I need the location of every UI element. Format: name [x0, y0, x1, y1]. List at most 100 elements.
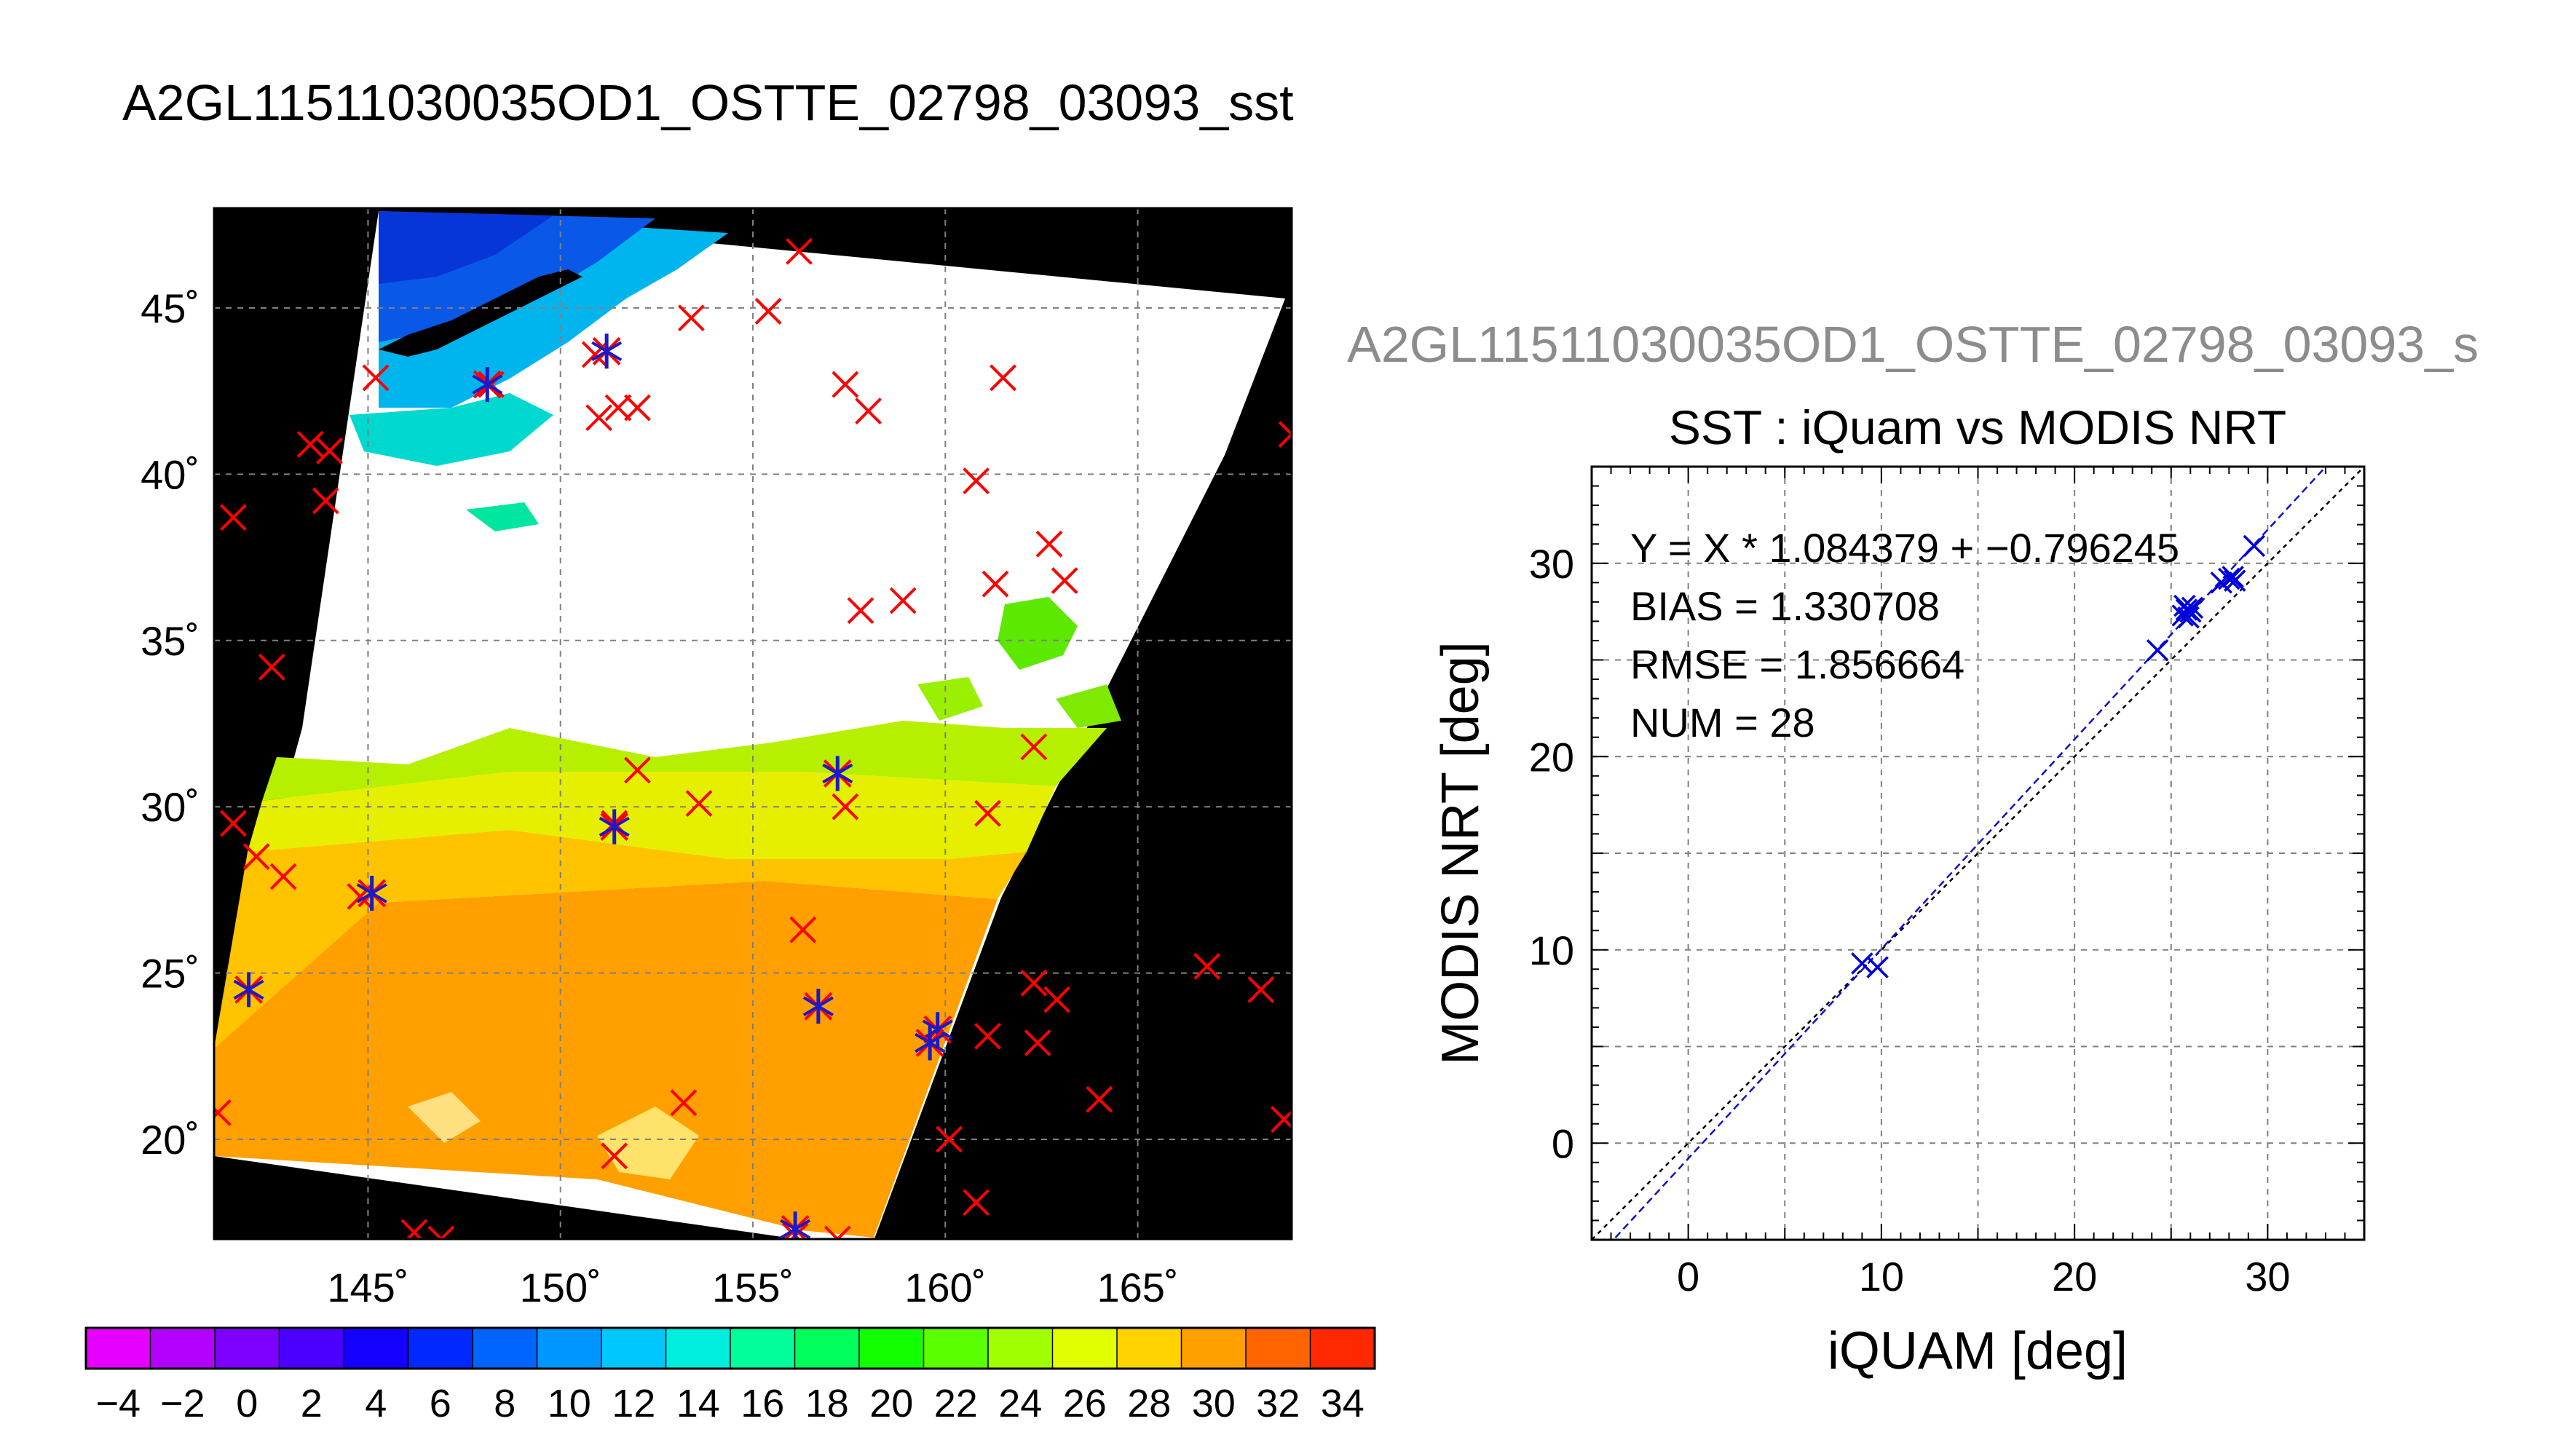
map-point-x: [1193, 953, 1221, 980]
colorbar-cell: [344, 1328, 408, 1369]
map-x-tick-label: 155˚: [712, 1265, 794, 1310]
map-point-x: [220, 504, 247, 531]
scatter-point: [1851, 952, 1873, 975]
bias-label: BIAS = 1.330708: [1630, 583, 1940, 629]
colorbar-cell: [408, 1328, 473, 1369]
scatter-x-tick-labels: 0 10 20 30: [1677, 1254, 2290, 1299]
map-point-x: [832, 371, 859, 398]
map-point-x: [624, 394, 651, 422]
colorbar-cell: [537, 1328, 602, 1369]
map-point-x: [400, 1219, 428, 1239]
map-point-asterisk: [591, 333, 623, 369]
colorbar-tick-label: 2: [301, 1382, 323, 1425]
map-point-x: [685, 790, 713, 818]
map-point-x: [1271, 1106, 1292, 1133]
map-point-x: [427, 1225, 455, 1239]
colorbar-tick-label: 10: [548, 1382, 591, 1425]
map-point-x: [1278, 421, 1292, 448]
map-point-x: [847, 597, 874, 625]
fit-line: [1612, 467, 2327, 1240]
colorbar-cells: [86, 1328, 1375, 1369]
colorbar-tick-label: 34: [1321, 1382, 1365, 1425]
map-x-tick-label: 145˚: [327, 1265, 408, 1310]
scatter-panel: A2GL11511030035OD1_OSTTE_02798_03093_s S…: [1347, 316, 2479, 1380]
map-point-x: [855, 397, 882, 425]
map-point-x: [585, 404, 612, 432]
colorbar-tick-label: −4: [95, 1382, 141, 1425]
colorbar-cell: [794, 1328, 860, 1369]
map-point-asterisk: [599, 809, 630, 844]
map-point-x: [1051, 567, 1078, 595]
map-point-x: [312, 487, 339, 515]
map-point-asterisk: [472, 367, 503, 403]
scatter-point: [2173, 594, 2196, 617]
map-point-x: [1020, 733, 1048, 761]
scatter-x-axis-label: iQUAM [deg]: [1828, 1322, 2128, 1380]
colorbar-cell: [601, 1328, 666, 1369]
scatter-grid: [1592, 467, 2364, 1240]
scatter-point: [2181, 596, 2204, 620]
colorbar-tick-label: 4: [365, 1382, 387, 1425]
scatter-y-axis-label: MODIS NRT [deg]: [1431, 641, 1490, 1065]
map-point-x: [214, 1099, 232, 1126]
map-point-asterisk: [233, 972, 264, 1008]
scatter-title: SST : iQuam vs MODIS NRT: [1669, 400, 2286, 454]
scatter-point: [2146, 638, 2169, 662]
map-swath: [214, 211, 1285, 1239]
colorbar-tick-label: 18: [805, 1382, 849, 1425]
scatter-y-tick-label: 0: [1552, 1120, 1574, 1166]
colorbar-cell: [859, 1328, 924, 1369]
map-y-tick-label: 40˚: [141, 451, 200, 497]
map-point-x: [624, 756, 651, 784]
colorbar-tick-label: 12: [612, 1382, 655, 1425]
colorbar-tick-labels: −4 −2 0 2 4 6 8 10 12 14 16 18 20 22 24 26 28 30 32 34: [95, 1382, 1364, 1425]
map-point-x: [601, 1142, 628, 1170]
map-point-x: [963, 467, 990, 494]
map-point-asterisk: [780, 1211, 811, 1239]
colorbar-tick-label: 8: [494, 1382, 516, 1425]
map-point-x: [786, 237, 813, 265]
colorbar-cell: [1246, 1328, 1311, 1369]
map-y-tick-label: 30˚: [141, 784, 200, 830]
scatter-figure-title: A2GL11511030035OD1_OSTTE_02798_03093_s: [1347, 316, 2479, 373]
map-point-x: [362, 364, 390, 392]
scatter-y-tick-label: 10: [1529, 927, 1574, 973]
colorbar-cell: [988, 1328, 1053, 1369]
colorbar: −4 −2 0 2 4 6 8 10 12 14 16 18 20 22 24 26 28 30 32 34: [84, 1326, 1376, 1425]
colorbar-tick-label: 26: [1063, 1382, 1107, 1425]
colorbar-cell: [923, 1328, 989, 1369]
map-panel: 145˚ 150˚ 155˚ 160˚ 165˚ 20˚ 25˚ 30˚ 35˚ 40˚ 45˚: [141, 207, 1293, 1310]
colorbar-tick-label: 24: [998, 1382, 1042, 1425]
scatter-point: [2243, 534, 2266, 558]
colorbar-tick-label: 32: [1256, 1382, 1300, 1425]
colorbar-frame: [84, 1326, 1376, 1370]
map-point-x: [258, 653, 285, 681]
map-point-x: [789, 916, 817, 943]
scatter-point: [1866, 956, 1889, 978]
map-point-asterisk: [915, 1025, 946, 1061]
scatter-point: [2224, 569, 2246, 592]
map-point-x: [824, 1225, 851, 1239]
map-grid: [214, 208, 1292, 1239]
scatter-point: [2210, 571, 2232, 594]
scatter-x-tick-label: 0: [1677, 1254, 1699, 1299]
colorbar-tick-label: −2: [160, 1382, 205, 1425]
colorbar-cell: [215, 1328, 280, 1369]
colorbar-cell: [1181, 1328, 1247, 1369]
scatter-point: [2171, 604, 2194, 627]
map-point-x: [832, 793, 859, 820]
map-point-x: [1035, 530, 1063, 558]
map-y-tick-label: 35˚: [141, 618, 200, 664]
map-point-x: [974, 799, 1001, 827]
colorbar-tick-label: 6: [430, 1382, 451, 1425]
scatter-point: [2222, 566, 2244, 588]
map-point-asterisk: [922, 1012, 953, 1048]
colorbar-tick-label: 14: [676, 1382, 720, 1425]
colorbar-cell: [150, 1328, 216, 1369]
scatter-point: [2218, 567, 2240, 590]
colorbar-cell: [1117, 1328, 1182, 1369]
map-point-x: [678, 304, 705, 332]
map-point-x: [242, 843, 270, 871]
scatter-y-tick-label: 20: [1529, 734, 1574, 780]
map-y-tick-label: 45˚: [141, 285, 200, 331]
